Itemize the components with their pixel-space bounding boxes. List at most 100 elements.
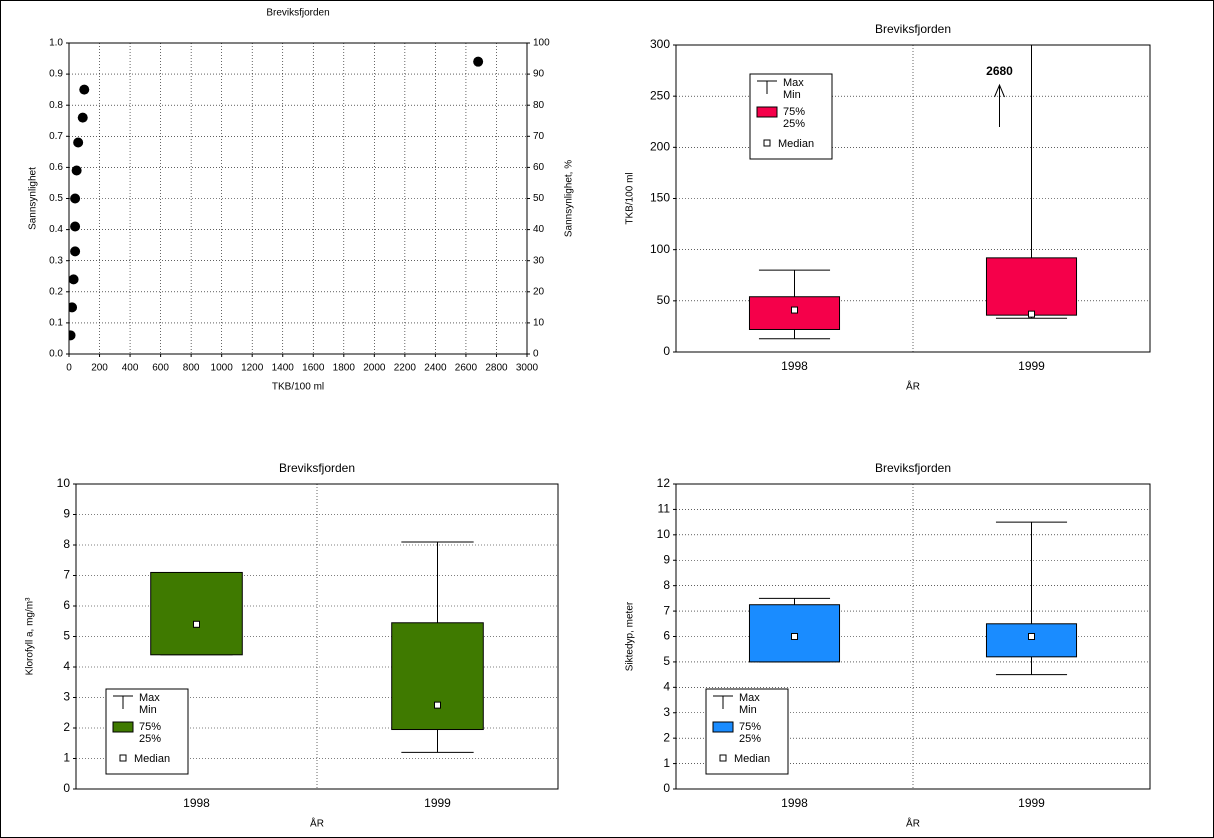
y-tick-label: 0.3 (49, 255, 63, 266)
y-tick-label: 7 (63, 568, 70, 582)
point (77, 112, 88, 123)
x-tick-label: 1800 (333, 363, 356, 374)
legend-label: Min (139, 704, 157, 716)
y-tick-label: 0.5 (49, 193, 63, 204)
y-tick-label: 3 (63, 690, 70, 704)
y-tick-label: 0.8 (49, 100, 63, 111)
legend-median (763, 139, 771, 147)
y-tick-label: 150 (650, 191, 670, 205)
point (69, 274, 79, 285)
legend-label: 75% (783, 106, 805, 118)
y-tick-label: 1 (663, 756, 670, 770)
y-tick-label: 8 (63, 537, 70, 551)
legend-label: 75% (739, 721, 761, 733)
y2-axis-label: Sannsynlighet, % (564, 160, 575, 237)
legend-swatch (712, 721, 734, 733)
y-tick-label: 0.4 (49, 224, 63, 235)
y-tick-label: 11 (658, 502, 671, 516)
y2-tick-label: 50 (533, 193, 545, 204)
y-tick-label: 5 (63, 629, 70, 643)
y-axis-label: Sannsynlighet (28, 167, 39, 230)
point (473, 56, 484, 67)
x-tick-label: 400 (122, 363, 139, 374)
y2-tick-label: 70 (533, 131, 545, 142)
y2-tick-label: 90 (533, 69, 545, 80)
legend-label: 25% (739, 733, 761, 745)
legend-label: Median (778, 138, 814, 150)
annotation: 2680 (986, 64, 1013, 78)
y2-tick-label: 0 (533, 349, 539, 360)
median (791, 306, 798, 314)
y-tick-label: 4 (63, 659, 70, 673)
plot-clip (748, 45, 1078, 340)
point (69, 330, 76, 341)
x-axis-label: ÅR (906, 817, 920, 830)
x-axis-label: ÅR (906, 380, 920, 393)
y-tick-label: 0.9 (49, 69, 63, 80)
x-tick-label: 2400 (424, 363, 447, 374)
y-tick-label: 0.2 (49, 286, 63, 297)
box (985, 257, 1078, 316)
y2-tick-label: 30 (533, 255, 545, 266)
y-tick-label: 8 (663, 578, 670, 592)
legend-label: Max (139, 692, 160, 704)
y-tick-label: 1 (63, 751, 70, 765)
y-tick-label: 0.0 (49, 349, 63, 360)
legend-swatch (756, 106, 778, 118)
x-tick-label: 1998 (781, 796, 808, 810)
y-axis-label: Klorofyll a, mg/m³ (25, 597, 36, 675)
y2-tick-label: 80 (533, 100, 545, 111)
x-tick-label: 0 (66, 363, 72, 374)
x-tick-label: 1999 (1018, 796, 1045, 810)
point (71, 165, 82, 176)
legend-label: Max (783, 77, 804, 89)
y-tick-label: 2 (63, 720, 70, 734)
y-tick-label: 3 (663, 705, 670, 719)
x-tick-label: 1998 (781, 359, 808, 373)
y2-tick-label: 100 (533, 38, 550, 49)
y2-tick-label: 40 (533, 224, 545, 235)
y2-tick-label: 60 (533, 162, 545, 173)
panel: Breviksfjorden 0.0 0.1 0.2 0.3 0.4 0.5 0.6 0.7 0.… (28, 8, 575, 393)
x-tick-label: 800 (183, 363, 200, 374)
x-tick-label: 2800 (485, 363, 508, 374)
point (70, 246, 81, 257)
y-tick-label: 1.0 (49, 38, 63, 49)
plot-frame (75, 483, 559, 790)
y-tick-label: 12 (657, 476, 671, 490)
y-tick-label: 10 (57, 476, 71, 490)
legend-label: 75% (139, 721, 161, 733)
y-tick-label: 0 (663, 344, 670, 358)
y2-tick-label: 10 (533, 318, 545, 329)
legend-swatch (112, 721, 134, 733)
point (70, 193, 81, 204)
x-tick-label: 1998 (183, 796, 210, 810)
x-tick-label: 1600 (302, 363, 325, 374)
legend-label: Min (783, 89, 801, 101)
legend-label: 25% (783, 118, 805, 130)
chart-title: Breviksfjorden (279, 461, 355, 475)
y-axis-label: TKB/100 ml (625, 172, 636, 224)
y-tick-label: 250 (650, 88, 670, 102)
x-axis-label: ÅR (310, 817, 324, 830)
legend-label: Max (739, 692, 760, 704)
y-tick-label: 7 (663, 603, 670, 617)
y-tick-label: 5 (663, 654, 670, 668)
x-tick-label: 1999 (424, 796, 451, 810)
x-tick-label: 3000 (516, 363, 539, 374)
y-tick-label: 10 (657, 527, 671, 541)
box (391, 622, 484, 731)
x-tick-label: 2000 (363, 363, 386, 374)
y-tick-label: 9 (63, 507, 70, 521)
legend-median (119, 754, 127, 762)
x-tick-label: 1400 (272, 363, 295, 374)
x-tick-label: 1000 (211, 363, 234, 374)
y-tick-label: 6 (63, 598, 70, 612)
legend-label: Median (734, 753, 770, 765)
chart-title: Breviksfjorden (875, 461, 951, 475)
y-tick-label: 0.6 (49, 162, 63, 173)
point (70, 221, 81, 232)
y-tick-label: 100 (650, 242, 670, 256)
